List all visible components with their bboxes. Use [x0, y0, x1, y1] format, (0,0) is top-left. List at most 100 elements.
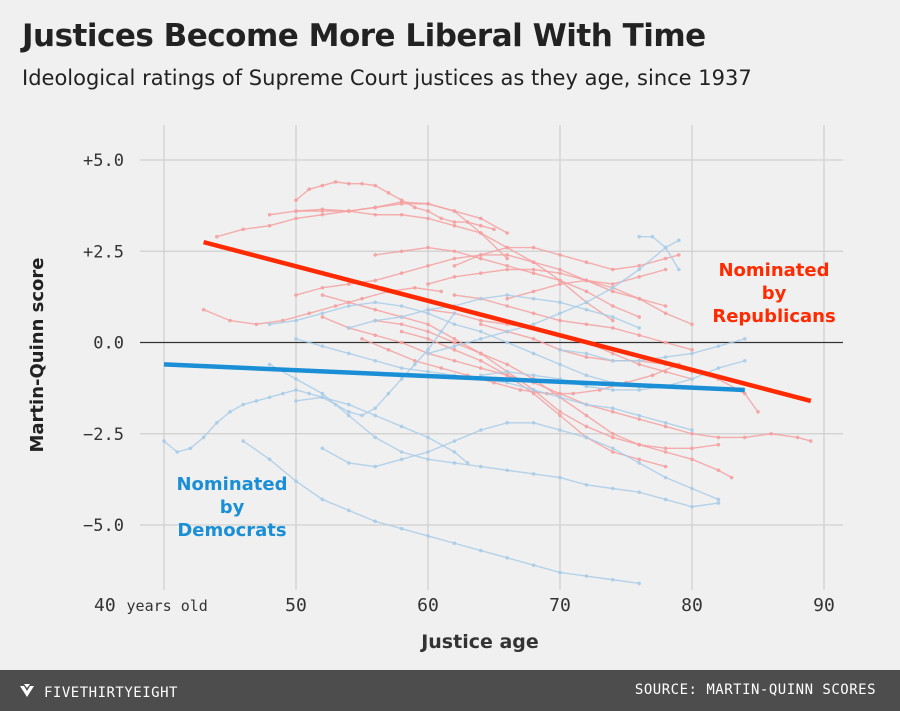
democrat-justice-point	[677, 238, 681, 243]
democrat-justice-point	[228, 410, 232, 414]
republican-justice-point	[294, 216, 298, 221]
republican-justice-point	[663, 304, 668, 308]
democrat-justice-point	[373, 413, 378, 418]
republican-justice-point	[492, 380, 496, 385]
republican-justice-point	[611, 450, 615, 454]
democrat-justice-point	[584, 402, 589, 407]
democrat-justice-point	[558, 570, 562, 575]
republican-justice-point	[611, 289, 615, 294]
democrat-justice-point	[426, 450, 430, 454]
democrat-justice-point	[281, 391, 285, 396]
democrat-justice-point	[677, 267, 681, 272]
republican-justice-point	[584, 260, 589, 265]
republican-justice-point	[294, 209, 298, 213]
brand-name: FIVETHIRTYEIGHT	[44, 685, 178, 701]
democrat-justice-point	[399, 366, 404, 370]
brand[interactable]: FIVETHIRTYEIGHT	[18, 682, 178, 704]
republican-justice-point	[373, 278, 378, 283]
democrat-justice-point	[294, 399, 298, 403]
democrat-justice-point	[743, 358, 747, 363]
democrat-justice-point	[452, 541, 457, 546]
republican-justice-point	[320, 209, 325, 213]
republican-justice-point	[333, 304, 338, 308]
democrat-justice-point	[663, 355, 668, 359]
republican-justice-point	[439, 216, 444, 221]
democrat-justice-point	[531, 322, 536, 327]
y-tick-label: +2.5	[83, 242, 124, 262]
democrat-justice-point	[426, 311, 430, 316]
republican-justice-point	[558, 282, 562, 286]
democrat-justice-point	[663, 421, 668, 425]
republican-justice-point	[452, 358, 457, 363]
democrat-justice-point	[320, 391, 325, 396]
republican-justice-point	[413, 358, 417, 363]
democrat-justice-point	[558, 348, 562, 352]
democrat-justice-point	[690, 504, 694, 509]
republican-justice-point	[281, 318, 285, 323]
democrat-justice-line	[269, 363, 719, 508]
x-tick-label: 50	[285, 595, 307, 616]
y-axis-label: Martin-Quinn score	[27, 257, 48, 452]
republican-justice-point	[399, 340, 404, 345]
democrat-justice-point	[399, 457, 404, 462]
democrat-justice-point	[426, 351, 430, 356]
republican-justice-point	[505, 304, 510, 308]
democrat-justice-point	[465, 461, 470, 465]
democrat-justice-point	[426, 457, 430, 462]
republican-justice-point	[716, 442, 721, 447]
y-tick-label: 0.0	[93, 334, 124, 354]
source-credit: SOURCE: MARTIN-QUINN SCORES	[634, 682, 876, 698]
republican-justice-point	[611, 351, 615, 356]
republican-justice-point	[373, 333, 378, 338]
democrat-justice-point	[611, 486, 615, 491]
democrat-justice-point	[611, 577, 615, 582]
fivethirtyeight-logo-icon	[18, 682, 36, 704]
republican-justice-point	[373, 253, 378, 257]
republican-justice-point	[571, 391, 575, 396]
democrat-justice-point	[399, 304, 404, 308]
democrat-justice-point	[426, 348, 430, 352]
chart-subtitle: Ideological ratings of Supreme Court jus…	[22, 66, 752, 90]
republican-justice-point	[479, 256, 483, 261]
republican-justice-point	[373, 212, 378, 217]
republican-justice-point	[743, 435, 747, 440]
republican-justice-point	[320, 315, 325, 319]
republican-justice-point	[373, 183, 378, 188]
democrat-justice-point	[175, 450, 179, 454]
republican-justice-point	[663, 450, 668, 454]
democrat-justice-point	[452, 322, 457, 327]
democrat-justice-point	[611, 446, 615, 451]
republican-justice-point	[426, 202, 430, 206]
republican-justice-point	[690, 457, 694, 462]
democrat-justice-point	[188, 446, 193, 451]
republican-justice-point	[426, 282, 430, 286]
democrat-justice-point	[650, 234, 655, 239]
republican-justice-point	[505, 296, 510, 301]
democrat-justice-point	[360, 413, 364, 418]
republican-justice-point	[479, 366, 483, 370]
democrat-justice-point	[611, 358, 615, 363]
democrat-justice-point	[690, 428, 694, 432]
republican-justice-point	[531, 311, 536, 316]
republican-justice-point	[360, 337, 364, 341]
democrat-justice-point	[479, 548, 483, 553]
republican-justice-point	[492, 227, 496, 232]
democrat-justice-point	[347, 413, 351, 418]
democrat-annotation: Nominated by Democrats	[176, 474, 287, 541]
y-tick-label: +5.0	[83, 151, 124, 171]
republican-justice-point	[769, 431, 773, 436]
democrat-justice-point	[373, 519, 378, 524]
democrat-justice-point	[637, 267, 641, 272]
republican-justice-point	[505, 362, 510, 367]
republican-justice-point	[584, 289, 589, 294]
republican-justice-point	[201, 307, 206, 312]
republican-justice-point	[729, 475, 734, 480]
republican-justice-point	[558, 253, 562, 257]
democrat-justice-point	[347, 402, 351, 407]
democrat-justice-point	[347, 410, 351, 414]
democrat-justice-point	[611, 315, 615, 319]
democrat-justice-point	[373, 435, 378, 440]
republican-justice-line	[269, 210, 614, 322]
democrat-justice-point	[611, 388, 615, 392]
democrat-justice-line	[242, 440, 640, 585]
